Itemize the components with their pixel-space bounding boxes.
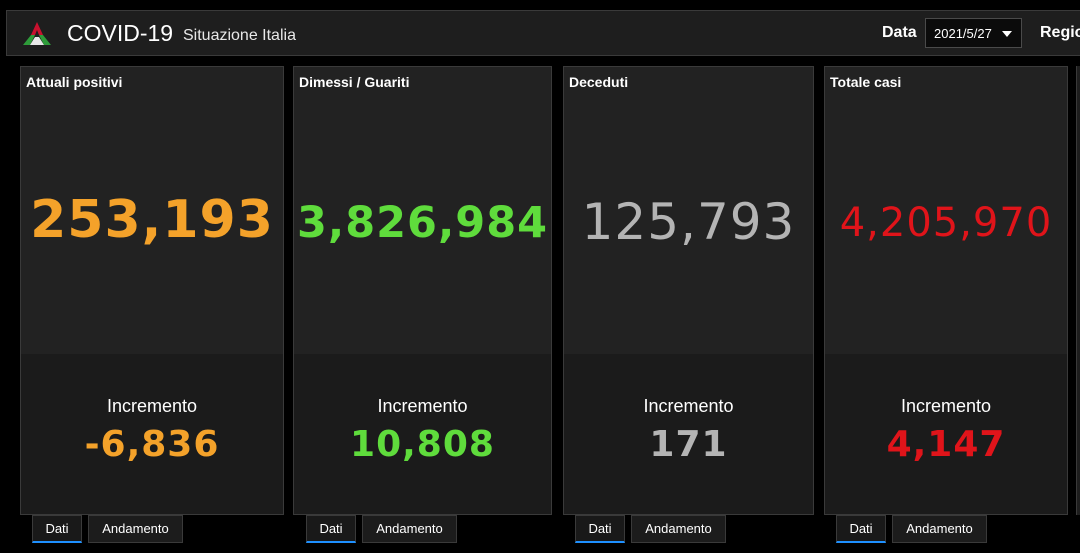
increment-label: Incremento	[377, 396, 468, 416]
tab-dati[interactable]: Dati	[32, 515, 82, 543]
tab-andamento[interactable]: Andamento	[88, 515, 183, 543]
increment-value: 10,808	[350, 424, 495, 465]
increment-label: Incremento	[900, 396, 992, 416]
card-deceduti: Deceduti 125,793 Incremento 171	[563, 66, 814, 515]
logo-icon	[23, 22, 51, 45]
card-total-value: 3,826,984	[296, 198, 549, 248]
card-attuali-positivi: Attuali positivi 253,193 Incremento -6,8…	[20, 66, 284, 515]
tab-dati[interactable]: Dati	[575, 515, 625, 543]
increment-value: -6,836	[84, 424, 220, 465]
date-dropdown[interactable]: 2021/5/27	[925, 18, 1022, 48]
card-title: Attuali positivi	[26, 74, 123, 90]
tab-dati[interactable]: Dati	[306, 515, 356, 543]
tab-andamento[interactable]: Andamento	[631, 515, 726, 543]
region-label: Regio	[1040, 24, 1080, 41]
card-total-value: 125,793	[581, 193, 796, 251]
card-increment-panel: Incremento 10,808	[294, 354, 551, 514]
increment-label: Incremento	[106, 396, 198, 416]
tab-dati[interactable]: Dati	[836, 515, 886, 543]
card-total-value: 4,205,970	[839, 200, 1053, 246]
card-increment-panel: Incremento -6,836	[21, 354, 283, 514]
card-title: Dimessi / Guariti	[299, 74, 410, 90]
app-title: COVID-19	[67, 20, 174, 46]
next-card-edge	[1076, 66, 1080, 515]
date-value: 2021/5/27	[934, 26, 992, 41]
app-subtitle: Situazione Italia	[183, 27, 296, 44]
card-increment-panel: Incremento 4,147	[825, 354, 1067, 514]
card-title: Totale casi	[830, 74, 902, 90]
tab-andamento[interactable]: Andamento	[892, 515, 987, 543]
increment-value: 4,147	[886, 424, 1006, 465]
app-header: COVID-19 Situazione Italia Data 2021/5/2…	[6, 10, 1080, 56]
card-increment-panel: Incremento 171	[564, 354, 813, 514]
date-label: Data	[882, 24, 917, 41]
card-title: Deceduti	[569, 74, 629, 90]
tab-andamento[interactable]: Andamento	[362, 515, 457, 543]
card-dimessi-guariti: Dimessi / Guariti 3,826,984 Incremento 1…	[293, 66, 552, 515]
card-totale-casi: Totale casi 4,205,970 Incremento 4,147	[824, 66, 1068, 515]
increment-label: Incremento	[643, 396, 734, 416]
card-total-value: 253,193	[30, 190, 274, 250]
increment-value: 171	[649, 424, 728, 465]
caret-down-icon	[1002, 31, 1012, 37]
